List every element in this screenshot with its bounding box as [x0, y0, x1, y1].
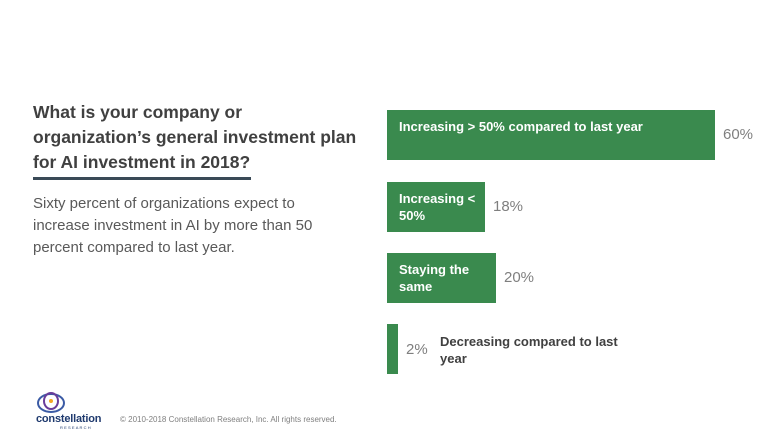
value-label-3: 2% — [406, 341, 428, 358]
bar-1 — [387, 182, 485, 232]
copyright-text: © 2010-2018 Constellation Research, Inc.… — [120, 415, 337, 424]
bar-label-0: Increasing > 50% compared to last year — [399, 119, 643, 134]
bar-2 — [387, 253, 496, 303]
question-heading: What is your company or organization’s g… — [33, 102, 357, 172]
bar-0 — [387, 110, 715, 160]
bar-label-1: Increasing < 50% — [399, 191, 476, 223]
bar-3 — [387, 324, 398, 374]
summary-text: Sixty percent of organizations expect to… — [33, 195, 313, 256]
bar-label-2: Staying the same — [399, 262, 470, 294]
logo-subtitle: RESEARCH — [60, 425, 92, 430]
constellation-logo-icon — [37, 392, 65, 413]
value-label-0: 60% — [723, 126, 754, 143]
value-label-1: 18% — [493, 198, 524, 215]
value-label-2: 20% — [504, 269, 535, 286]
divider — [33, 177, 251, 180]
bar-label-3: Decreasing compared to last year — [440, 334, 618, 366]
logo-wordmark: constellation — [36, 413, 102, 425]
